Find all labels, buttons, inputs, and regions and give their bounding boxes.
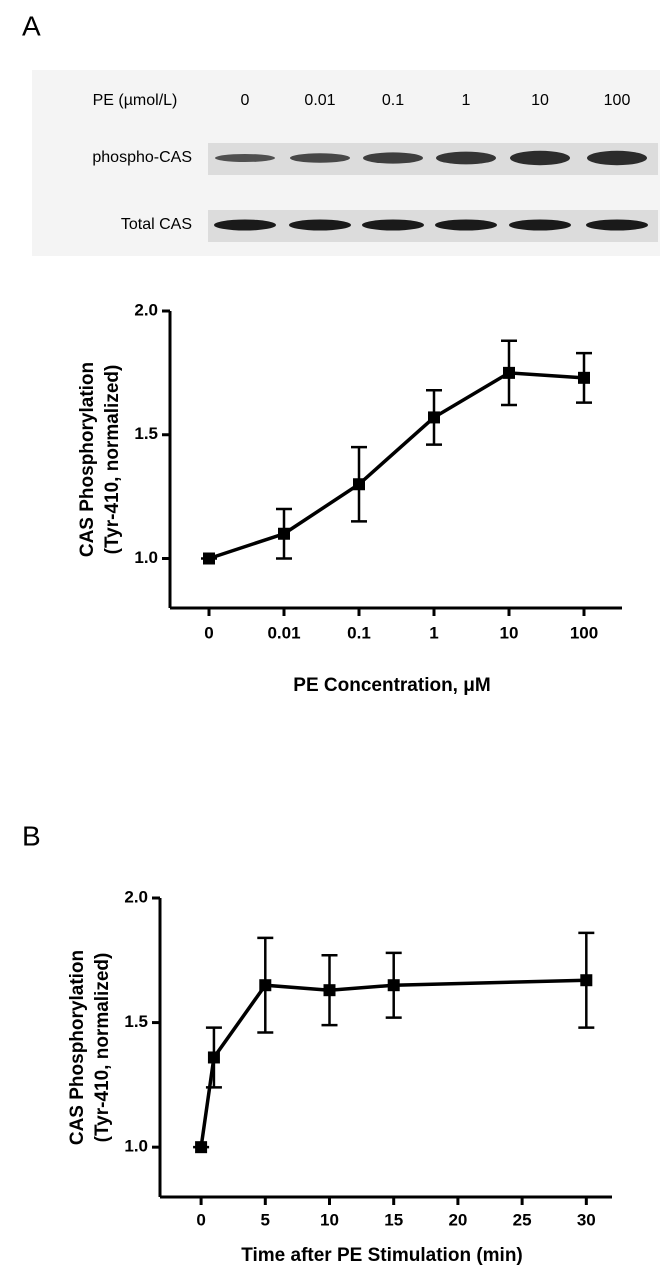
blot-band — [509, 219, 571, 231]
x-tick-label: 1 — [429, 623, 438, 642]
blot-band — [510, 150, 570, 166]
blot-band — [290, 153, 350, 163]
y-tick-label: 1.0 — [134, 548, 158, 567]
data-line — [199, 978, 587, 1148]
marker — [387, 979, 400, 992]
x-axis-label: PE Concentration, μM — [293, 675, 490, 696]
x-tick-label: 0.01 — [267, 623, 300, 642]
marker — [207, 1051, 220, 1064]
x-tick-label: 10 — [500, 623, 519, 642]
x-axis-label: Time after PE Stimulation (min) — [241, 1245, 523, 1266]
blot-band — [363, 152, 423, 164]
x-tick-label: 15 — [384, 1210, 403, 1229]
marker — [278, 527, 290, 540]
x-tick-label: 30 — [577, 1210, 596, 1229]
marker — [259, 979, 272, 992]
x-tick-label: 10 — [320, 1210, 339, 1229]
blot-row-label: Total CAS — [121, 216, 192, 233]
y-tick-label: 2.0 — [124, 887, 148, 906]
y-tick-label: 1.0 — [124, 1137, 148, 1156]
blot-lane-label: 100 — [604, 92, 631, 109]
blot-band — [436, 151, 496, 165]
x-tick-label: 20 — [448, 1210, 467, 1229]
marker — [195, 1141, 208, 1154]
blot-band — [435, 219, 497, 231]
y-tick-label: 2.0 — [134, 300, 158, 319]
blot-lane-label: 10 — [531, 92, 549, 109]
blot-band — [586, 219, 648, 231]
panel-letter: A — [22, 10, 41, 41]
marker — [203, 552, 215, 565]
blot-row-label: phospho-CAS — [92, 149, 192, 166]
marker — [428, 411, 440, 424]
blot-band — [289, 219, 351, 231]
x-tick-label: 100 — [570, 623, 598, 642]
blot-strip — [208, 143, 658, 175]
y-axis-label: (Tyr-410, normalized) — [102, 365, 123, 555]
marker — [353, 478, 365, 491]
y-axis-label: CAS Phosphorylation — [67, 950, 88, 1145]
blot-band — [214, 219, 276, 231]
blot-band — [587, 150, 647, 166]
marker — [578, 371, 590, 384]
x-tick-label: 0.1 — [347, 623, 371, 642]
blot-band — [215, 154, 275, 162]
marker — [503, 366, 515, 379]
blot-lane-label: 0 — [241, 92, 250, 109]
blot-header: PE (µmol/L) — [93, 92, 178, 109]
x-tick-label: 0 — [204, 623, 213, 642]
y-tick-label: 1.5 — [124, 1012, 148, 1031]
y-axis-label: (Tyr-410, normalized) — [92, 953, 113, 1143]
y-tick-label: 1.5 — [134, 424, 158, 443]
data-line — [208, 371, 585, 561]
blot-strip — [208, 210, 658, 242]
x-tick-label: 5 — [261, 1210, 270, 1229]
panel-letter: B — [22, 820, 41, 851]
blot-lane-label: 1 — [462, 92, 471, 109]
marker — [323, 984, 336, 997]
x-tick-label: 25 — [513, 1210, 532, 1229]
x-tick-label: 0 — [196, 1210, 205, 1229]
blot-band — [362, 219, 424, 231]
y-axis-label: CAS Phosphorylation — [77, 362, 98, 557]
blot-bands — [214, 150, 648, 231]
marker — [580, 974, 593, 987]
blot-lane-label: 0.01 — [304, 92, 335, 109]
blot-lane-label: 0.1 — [382, 92, 404, 109]
